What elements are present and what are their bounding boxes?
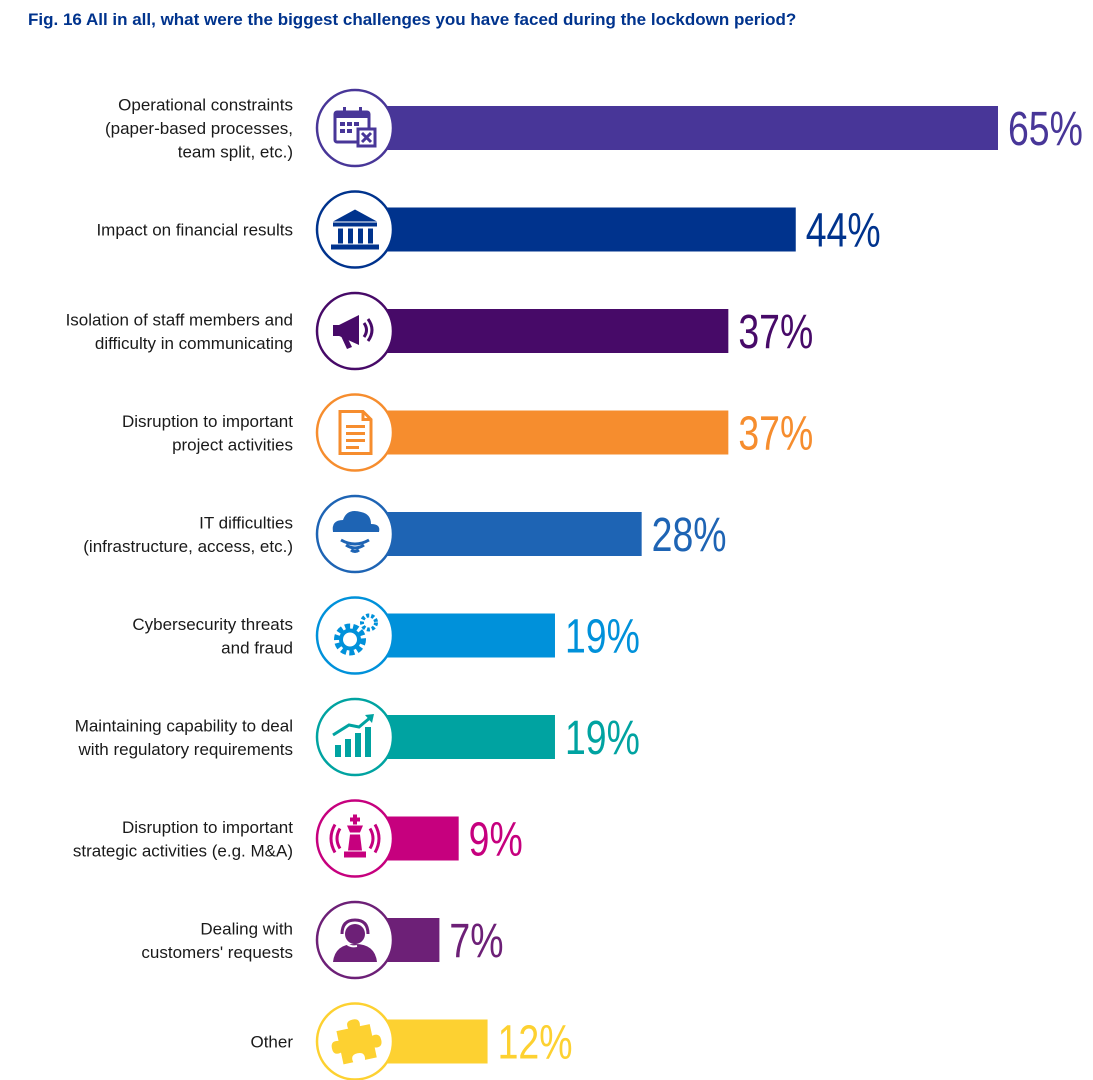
category-label: and fraud	[221, 638, 293, 657]
bar-row: Impact on financial results 44%	[96, 190, 881, 269]
data-label: 7%	[449, 915, 503, 969]
category-label: Cybersecurity threats	[132, 615, 293, 634]
data-label: 37%	[738, 407, 813, 461]
bar-row: Dealing with customers' requests 7%	[141, 900, 504, 980]
category-label: Impact on financial results	[96, 221, 293, 240]
document-icon	[315, 393, 395, 472]
category-label: Maintaining capability to deal	[75, 716, 293, 735]
bar	[372, 309, 729, 353]
chart-title: Fig. 16 All in all, what were the bigges…	[28, 10, 797, 29]
category-label: IT difficulties	[199, 513, 293, 532]
bar-row: IT difficulties (infrastructure, access, …	[83, 494, 727, 574]
bar	[372, 613, 555, 658]
category-label: Disruption to important	[122, 818, 293, 837]
data-label: 9%	[469, 813, 523, 867]
category-label: customers' requests	[141, 943, 293, 962]
category-label: Dealing with	[200, 919, 293, 938]
bar-row: Maintaining capability to deal with regul…	[75, 697, 640, 777]
category-label: project activities	[172, 435, 293, 454]
category-label: (infrastructure, access, etc.)	[83, 537, 293, 556]
megaphone-icon	[315, 291, 395, 371]
data-label: 44%	[806, 204, 881, 258]
category-label: Isolation of staff members and	[66, 310, 293, 329]
bar	[372, 410, 729, 455]
bar-row: Isolation of staff members and difficulty…	[66, 291, 813, 371]
data-label: 37%	[738, 306, 813, 360]
bar-row: Other 12%	[250, 1002, 573, 1080]
bar	[372, 207, 796, 252]
data-label: 65%	[1008, 103, 1083, 157]
category-label: team split, etc.)	[178, 143, 293, 162]
category-label: difficulty in communicating	[95, 334, 293, 353]
puzzle-icon	[315, 1002, 395, 1080]
bar	[372, 715, 555, 759]
bar-row: Disruption to important strategic activit…	[73, 799, 523, 878]
category-label: Disruption to important	[122, 412, 293, 431]
bar	[372, 106, 998, 150]
cloud-wifi-icon	[315, 494, 395, 574]
category-label: with regulatory requirements	[78, 740, 293, 759]
bar-row: Cybersecurity threats and fraud 19%	[132, 596, 640, 675]
category-label: (paper-based processes,	[105, 119, 293, 138]
growth-chart-icon	[315, 697, 395, 777]
data-label: 19%	[565, 610, 640, 664]
data-label: 19%	[565, 712, 640, 766]
data-label: 12%	[498, 1016, 573, 1070]
bar-row: Disruption to important project activitie…	[122, 393, 813, 472]
category-label: strategic activities (e.g. M&A)	[73, 841, 293, 860]
data-label: 28%	[652, 509, 727, 563]
bar-row: Operational constraints (paper-based proc…	[105, 88, 1083, 168]
chess-king-icon	[315, 799, 395, 878]
bank-icon	[315, 190, 395, 269]
category-label: Other	[250, 1033, 293, 1052]
calendar-icon	[315, 88, 395, 168]
bar	[372, 512, 642, 556]
category-label: Operational constraints	[118, 96, 293, 115]
gears-icon	[315, 596, 395, 675]
headset-person-icon	[315, 900, 395, 980]
